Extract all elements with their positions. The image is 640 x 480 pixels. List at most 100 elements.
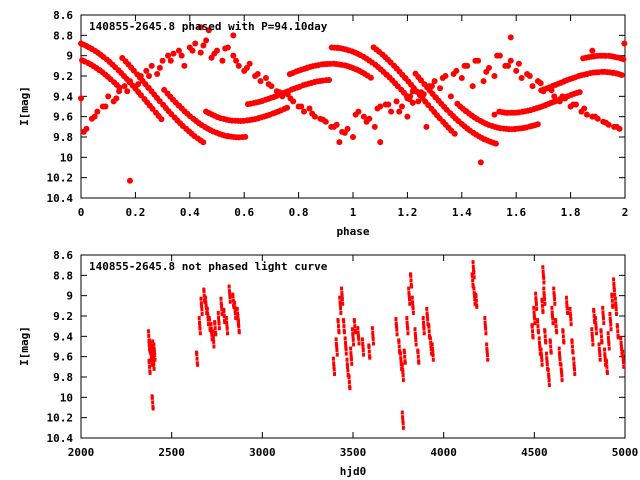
data-point <box>199 296 203 301</box>
data-point <box>247 100 254 107</box>
data-point <box>146 73 152 79</box>
data-point <box>376 48 383 55</box>
data-point <box>565 306 569 311</box>
data-point <box>621 354 625 359</box>
data-point <box>154 70 161 77</box>
data-point <box>431 347 435 352</box>
data-point <box>555 330 559 335</box>
data-point <box>570 101 577 108</box>
data-point <box>124 88 131 95</box>
data-point <box>168 111 175 118</box>
data-point <box>471 264 475 269</box>
data-point <box>526 73 533 79</box>
data-point <box>407 297 411 302</box>
data-point <box>137 92 144 99</box>
data-point <box>121 83 128 90</box>
data-point <box>409 273 413 278</box>
data-point <box>539 347 543 352</box>
data-point <box>455 118 462 125</box>
x-tick-label: 4500 <box>521 446 548 459</box>
data-point <box>207 317 211 322</box>
data-point <box>222 309 226 314</box>
data-point <box>548 339 552 344</box>
data-point <box>385 101 392 108</box>
data-point <box>340 291 344 296</box>
data-point <box>605 360 609 365</box>
data-point <box>233 311 237 316</box>
data-point <box>428 336 432 341</box>
data-point <box>484 326 488 331</box>
y-tick-label: 9.8 <box>53 131 73 144</box>
data-point <box>425 314 429 318</box>
data-point <box>413 327 417 332</box>
data-point <box>405 324 409 329</box>
data-point <box>371 330 375 335</box>
data-point <box>414 337 418 342</box>
data-point <box>94 108 101 115</box>
data-point <box>187 113 194 120</box>
data-point <box>491 111 498 118</box>
data-point <box>296 83 303 90</box>
data-point <box>227 284 231 289</box>
data-point <box>374 105 381 112</box>
data-point <box>554 324 558 329</box>
data-point <box>350 134 356 140</box>
data-point <box>209 322 213 327</box>
data-point <box>552 291 556 296</box>
data-point <box>200 303 204 308</box>
data-point <box>603 354 607 359</box>
data-point <box>592 309 596 314</box>
data-point <box>616 335 620 340</box>
data-point <box>151 359 155 364</box>
data-point <box>230 52 237 59</box>
data-point <box>211 329 215 334</box>
data-point <box>344 351 348 356</box>
data-point <box>220 303 224 308</box>
data-point <box>542 293 546 298</box>
data-point <box>427 329 431 334</box>
data-point <box>602 52 609 59</box>
data-point <box>461 62 468 69</box>
x-tick-label: 1.6 <box>506 206 526 219</box>
data-point <box>336 139 343 146</box>
data-point <box>471 278 475 283</box>
data-point <box>619 336 623 341</box>
data-point <box>233 57 240 64</box>
data-point <box>332 367 336 372</box>
data-point <box>544 351 548 356</box>
data-point <box>614 301 618 306</box>
data-point <box>572 364 576 369</box>
data-point <box>345 357 349 362</box>
data-point <box>237 330 241 335</box>
data-point <box>327 60 334 67</box>
data-point <box>471 260 475 265</box>
data-point <box>605 370 609 375</box>
data-point <box>604 362 608 367</box>
data-point <box>198 122 205 129</box>
data-point <box>552 286 556 291</box>
data-point <box>126 78 133 85</box>
data-point <box>403 354 407 359</box>
data-point <box>335 352 339 357</box>
data-point <box>484 331 488 336</box>
data-point <box>167 57 174 64</box>
data-point <box>341 301 345 306</box>
data-point <box>81 58 88 65</box>
data-point <box>443 106 450 113</box>
data-point <box>345 362 349 367</box>
data-point <box>545 362 549 367</box>
data-point <box>621 360 625 365</box>
data-point <box>505 62 512 69</box>
data-point <box>401 415 405 420</box>
data-point <box>597 347 601 352</box>
data-point <box>352 111 359 118</box>
data-point <box>233 308 237 313</box>
data-point <box>158 116 165 123</box>
data-point <box>542 286 546 291</box>
data-point <box>301 108 308 115</box>
data-point <box>562 340 566 345</box>
y-tick-label: 8.8 <box>53 269 73 282</box>
data-point <box>543 297 547 302</box>
data-point <box>112 64 119 71</box>
data-point <box>609 322 613 327</box>
